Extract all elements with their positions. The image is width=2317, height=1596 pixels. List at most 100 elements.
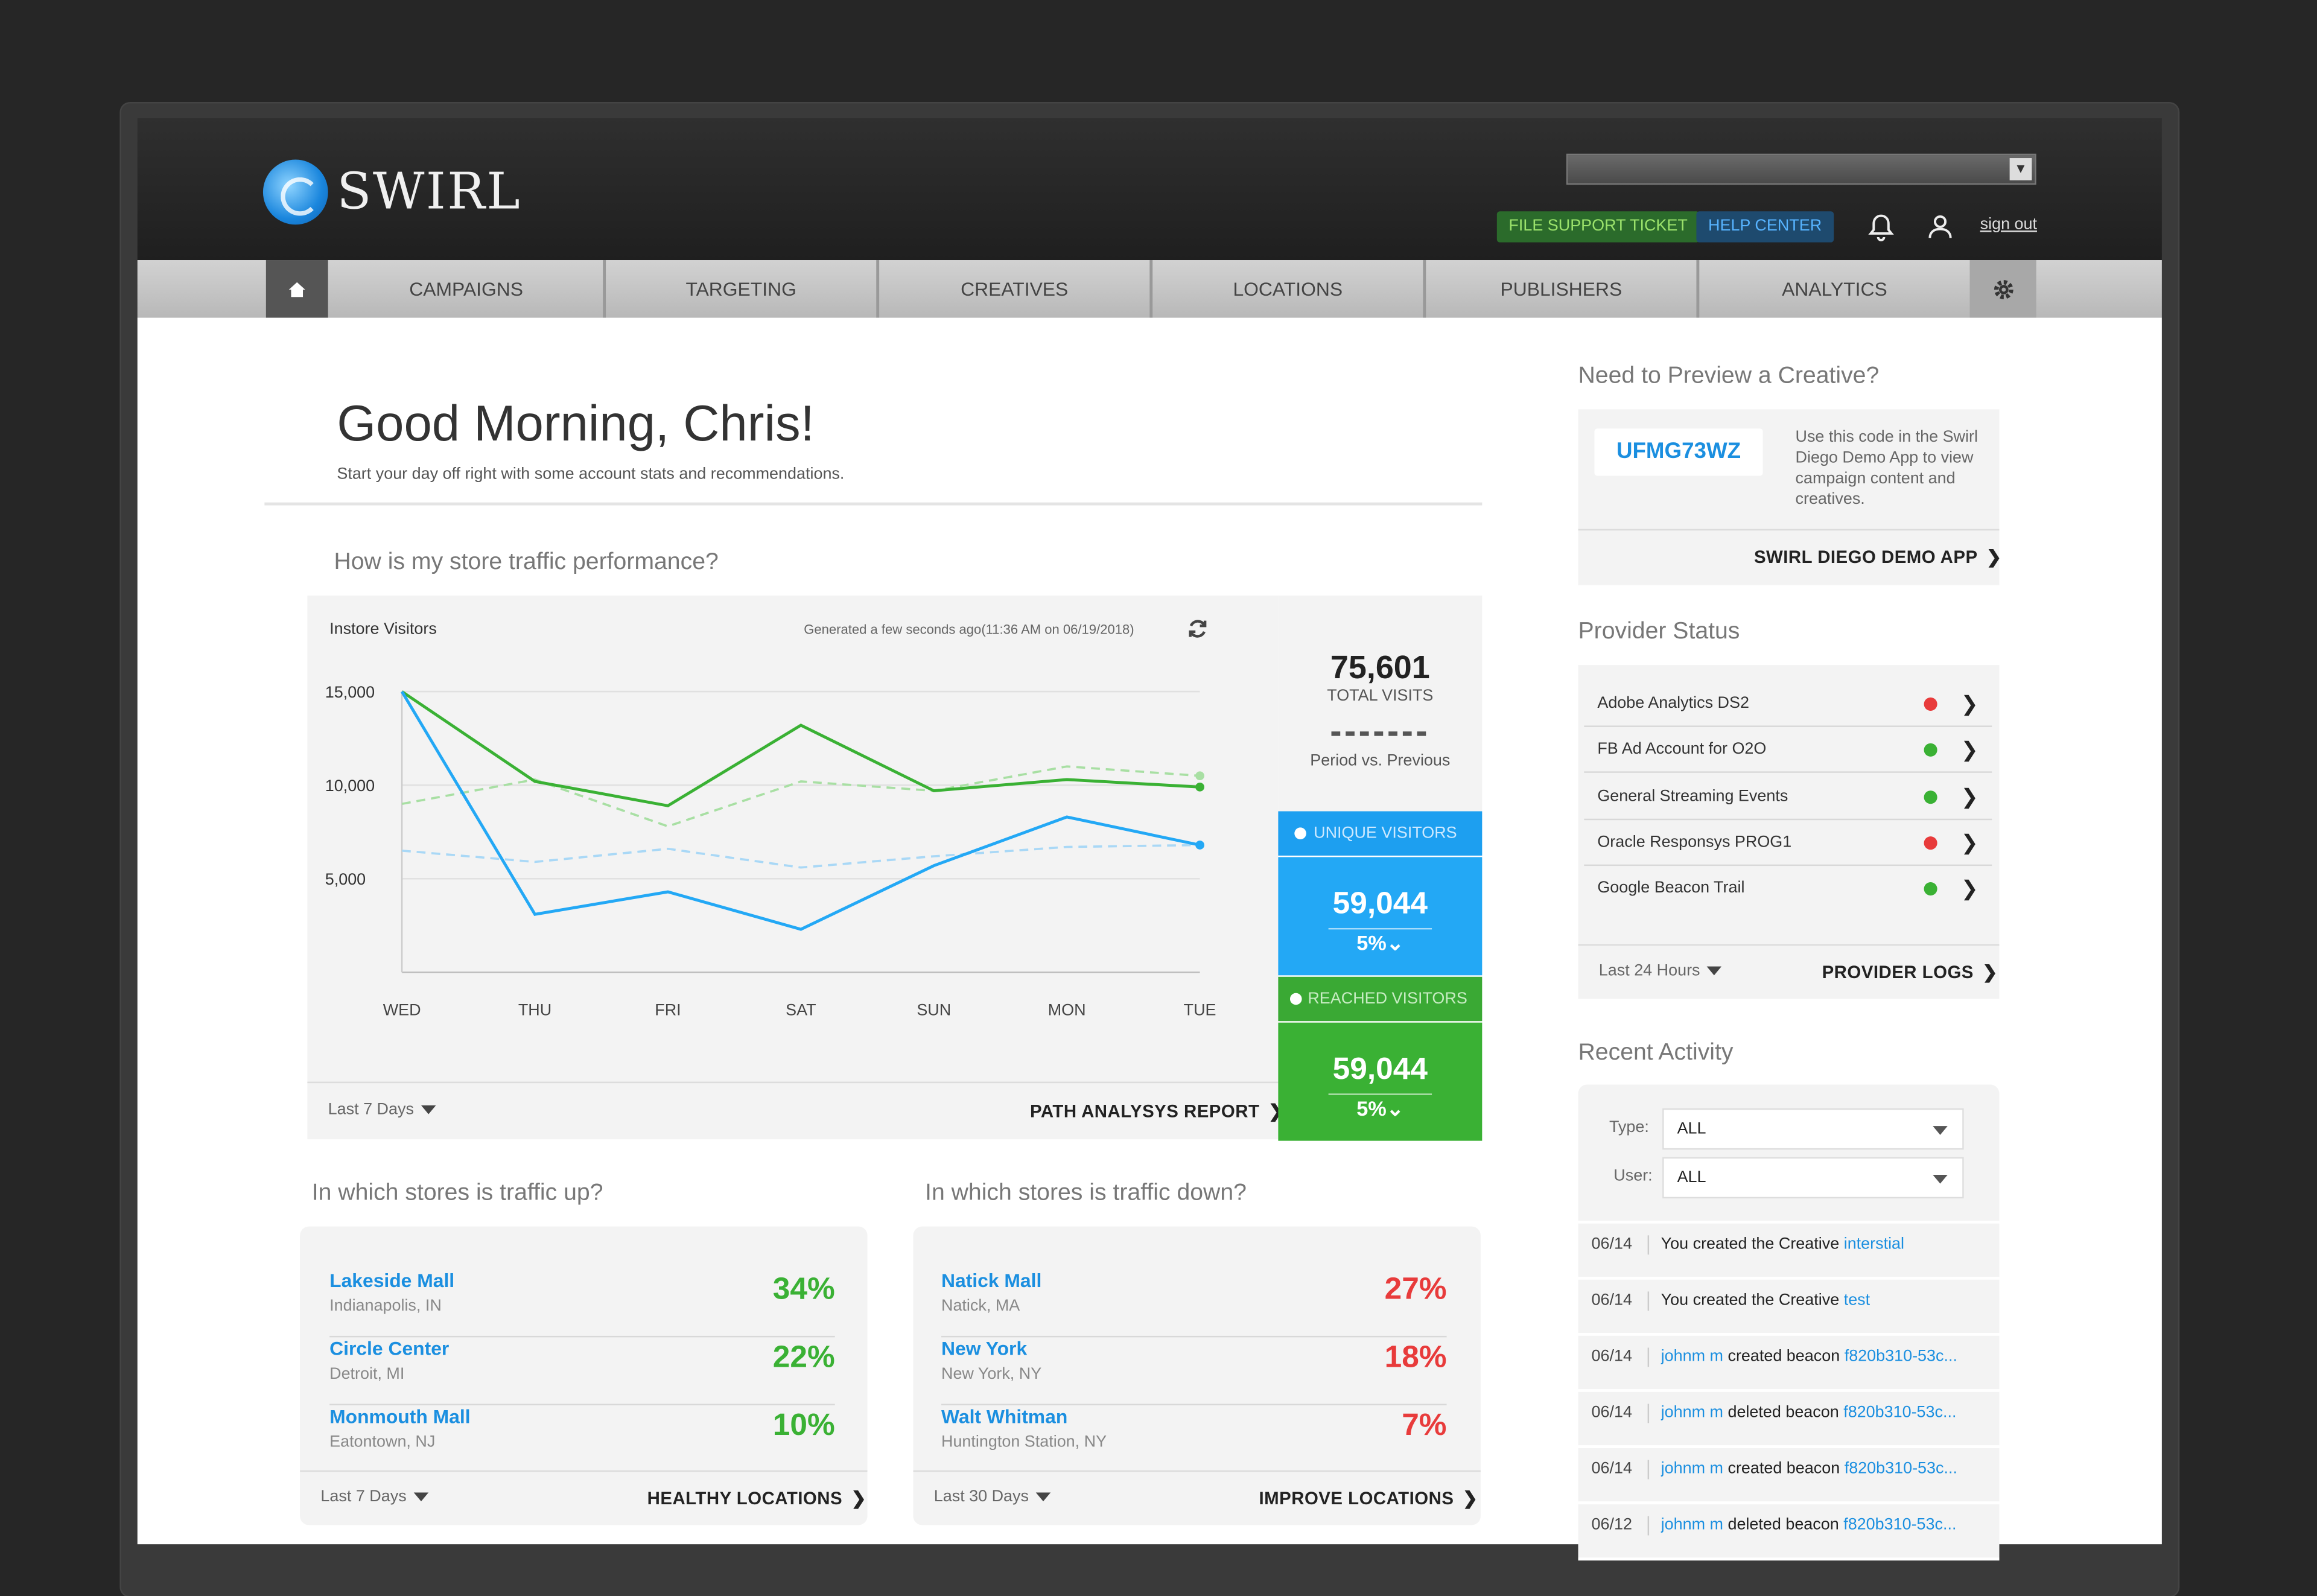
traffic-down-period-dropdown[interactable]: Last 30 Days [934, 1488, 1051, 1506]
traffic-up-period-dropdown[interactable]: Last 7 Days [320, 1488, 429, 1506]
chevron-right-icon[interactable]: ❯ [1960, 691, 1979, 716]
activity-target-link[interactable]: interstial [1843, 1235, 1905, 1253]
caret-down-icon [413, 1492, 429, 1502]
file-support-ticket-button[interactable]: FILE SUPPORT TICKET [1496, 211, 1700, 243]
provider-row[interactable]: Oracle Responsys PROG1 ❯ [1584, 820, 1992, 866]
settings-button[interactable] [1969, 260, 2036, 318]
activity-actor-link[interactable]: johnm m [1661, 1347, 1723, 1366]
nav-analytics[interactable]: ANALYTICS [1696, 260, 1969, 318]
provider-period-dropdown[interactable]: Last 24 Hours [1598, 962, 1723, 980]
activity-actor-link[interactable]: johnm m [1661, 1516, 1723, 1534]
store-name[interactable]: New York [941, 1337, 1028, 1360]
store-change-pct: 22% [772, 1340, 835, 1375]
activity-filter-card [1578, 1084, 2000, 1221]
chart-period-dropdown[interactable]: Last 7 Days [328, 1101, 436, 1119]
caret-down-icon [1707, 966, 1723, 976]
reached-visitors-pct: 5% [1356, 1096, 1387, 1121]
nav-campaigns[interactable]: CAMPAIGNS [409, 278, 524, 300]
bell-icon[interactable] [1865, 211, 1898, 244]
help-center-button[interactable]: HELP CENTER [1696, 211, 1834, 243]
provider-row[interactable]: Adobe Analytics DS2 ❯ [1584, 681, 1992, 727]
store-row[interactable]: Walt Whitman Huntington Station, NY 7% [941, 1405, 1447, 1474]
chevron-right-icon[interactable]: ❯ [1960, 830, 1979, 854]
provider-row[interactable]: FB Ad Account for O2O ❯ [1584, 728, 1992, 774]
provider-period-label: Last 24 Hours [1598, 962, 1700, 980]
activity-target-link[interactable]: f820b310-53c... [1843, 1404, 1957, 1422]
type-filter-select[interactable]: ALL [1662, 1108, 1964, 1150]
provider-name: General Streaming Events [1597, 787, 1788, 805]
activity-text: johnm m created beacon f820b310-53c... [1661, 1460, 1989, 1478]
nav-home[interactable] [265, 260, 328, 318]
type-filter-label: Type: [1609, 1118, 1649, 1137]
provider-logs-link[interactable]: PROVIDER LOGS ❯ [1822, 962, 1998, 982]
activity-actor-link[interactable]: johnm m [1661, 1460, 1723, 1478]
divider [1647, 1460, 1650, 1480]
activity-target-link[interactable]: f820b310-53c... [1844, 1347, 1957, 1366]
legend-dot-icon [1289, 993, 1302, 1005]
chevron-down-icon: ▼ [2009, 158, 2032, 180]
nav-targeting[interactable]: TARGETING [603, 260, 876, 318]
traffic-line-chart: 5,000 10,000 15,000 WED THU FRI SAT SUN MON TUE [325, 683, 1216, 1019]
activity-target-link[interactable]: f820b310-53c... [1843, 1516, 1957, 1534]
store-name[interactable]: Natick Mall [941, 1269, 1042, 1292]
activity-target-link[interactable]: test [1843, 1291, 1870, 1309]
store-row[interactable]: New York New York, NY 18% [941, 1337, 1447, 1405]
store-change-pct: 18% [1384, 1340, 1447, 1375]
store-row[interactable]: Lakeside Mall Indianapolis, IN 34% [329, 1270, 835, 1338]
chevron-right-icon[interactable]: ❯ [1960, 737, 1979, 761]
store-row[interactable]: Monmouth Mall Eatontown, NJ 10% [329, 1405, 835, 1474]
status-dot-icon [1924, 790, 1937, 804]
activity-action: deleted beacon [1727, 1516, 1839, 1534]
traffic-chart-card [307, 595, 1279, 1140]
store-change-pct: 34% [772, 1272, 835, 1306]
improve-locations-link[interactable]: IMPROVE LOCATIONS ❯ [1259, 1488, 1478, 1509]
series-line [401, 844, 1200, 869]
user-icon[interactable] [1924, 211, 1957, 244]
x-tick-label: SAT [786, 1000, 816, 1019]
x-tick-label: TUE [1184, 1000, 1216, 1019]
y-tick-label: 10,000 [325, 777, 375, 795]
healthy-locations-label: HEALTHY LOCATIONS [647, 1488, 843, 1509]
path-analysis-report-link[interactable]: PATH ANALYSYS REPORT ❯ [1030, 1101, 1283, 1121]
store-row[interactable]: Circle Center Detroit, MI 22% [329, 1337, 835, 1405]
store-name[interactable]: Circle Center [329, 1337, 450, 1360]
total-visits-panel: 75,601 TOTAL VISITS Period vs. Previous [1278, 595, 1483, 812]
account-select[interactable]: ▼ [1566, 153, 2036, 185]
nav-publishers[interactable]: PUBLISHERS [1423, 260, 1696, 318]
card-footer-divider [913, 1470, 1481, 1472]
divider [1647, 1404, 1650, 1423]
store-name[interactable]: Lakeside Mall [329, 1269, 455, 1292]
nav-locations[interactable]: LOCATIONS [1149, 260, 1423, 318]
refresh-icon[interactable] [1187, 618, 1209, 640]
double-chevron-down-icon: ⌄ [1386, 1096, 1404, 1121]
user-filter-select[interactable]: ALL [1662, 1157, 1964, 1199]
chevron-right-icon: ❯ [1982, 962, 1998, 983]
nav-creatives[interactable]: CREATIVES [876, 260, 1149, 318]
chevron-right-icon[interactable]: ❯ [1960, 876, 1979, 900]
series-line [401, 690, 1201, 931]
store-row[interactable]: Natick Mall Natick, MA 27% [941, 1270, 1447, 1338]
healthy-locations-link[interactable]: HEALTHY LOCATIONS ❯ [647, 1488, 866, 1509]
provider-row[interactable]: General Streaming Events ❯ [1584, 774, 1992, 820]
store-name[interactable]: Monmouth Mall [329, 1405, 471, 1428]
reached-visitors-header[interactable]: REACHED VISITORS [1278, 976, 1483, 1022]
status-dot-icon [1924, 882, 1937, 896]
store-name[interactable]: Walt Whitman [941, 1405, 1068, 1428]
activity-actor-link[interactable]: johnm m [1661, 1404, 1723, 1422]
provider-name: FB Ad Account for O2O [1597, 740, 1767, 759]
sign-out-link[interactable]: sign out [1980, 215, 2037, 234]
provider-name: Oracle Responsys PROG1 [1597, 833, 1792, 851]
divider [1328, 927, 1432, 930]
unique-visitors-header[interactable]: UNIQUE VISITORS [1278, 811, 1483, 856]
activity-row: 06/14 johnm m created beacon f820b310-53c… [1578, 1448, 2000, 1505]
divider [264, 502, 1483, 506]
series-end-point [1195, 841, 1204, 850]
provider-row[interactable]: Google Beacon Trail ❯ [1584, 866, 1992, 912]
store-city: Indianapolis, IN [329, 1297, 442, 1315]
provider-name: Google Beacon Trail [1597, 879, 1745, 897]
swirl-diego-demo-app-link[interactable]: SWIRL DIEGO DEMO APP ❯ [1754, 547, 2002, 567]
swirl-logo[interactable]: SWIRL [262, 159, 521, 225]
activity-target-link[interactable]: f820b310-53c... [1844, 1460, 1957, 1478]
activity-action: deleted beacon [1727, 1404, 1839, 1422]
chevron-right-icon[interactable]: ❯ [1960, 784, 1979, 808]
